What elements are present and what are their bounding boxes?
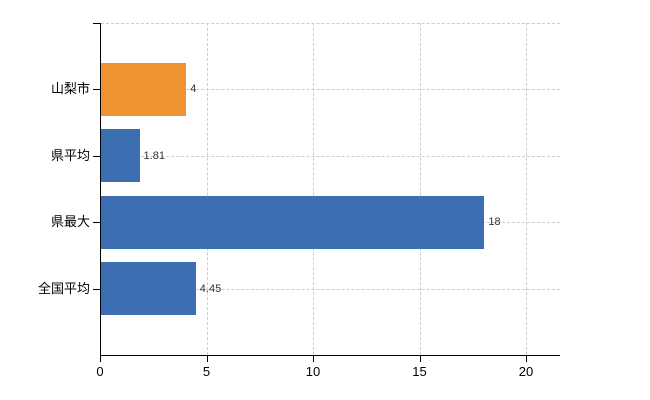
grid-line-horizontal <box>101 155 560 157</box>
x-axis-tick <box>100 356 101 362</box>
bar <box>101 195 485 249</box>
x-tick-label: 20 <box>518 364 534 379</box>
grid-line-horizontal <box>101 23 560 24</box>
x-tick-label: 15 <box>412 364 427 379</box>
category-label: 県平均 <box>50 147 90 163</box>
category-label: 山梨市 <box>50 81 90 97</box>
y-axis-tick <box>93 222 100 224</box>
x-axis-tick <box>206 356 208 362</box>
bar <box>101 262 196 316</box>
grid-line-vertical <box>313 23 314 355</box>
bar-value-label: 4.45 <box>199 282 222 295</box>
category-label: 県最大 <box>50 214 90 230</box>
grid-line-horizontal <box>101 89 560 91</box>
y-axis-tick <box>93 23 100 24</box>
x-axis-tick <box>313 356 314 362</box>
bar-value-label: 1.81 <box>143 149 165 162</box>
x-axis-tick <box>419 356 421 362</box>
x-tick-label: 10 <box>305 364 321 379</box>
x-tick-label: 5 <box>202 364 211 379</box>
x-tick-label: 0 <box>96 364 104 379</box>
x-axis-line <box>100 355 560 356</box>
bar-value-label: 18 <box>488 216 501 229</box>
grid-line-horizontal <box>101 288 560 290</box>
y-axis-tick <box>93 89 100 91</box>
grid-line-vertical <box>206 23 208 355</box>
category-label: 全国平均 <box>37 280 90 296</box>
y-axis-tick <box>93 288 100 290</box>
y-axis-tick <box>93 155 100 157</box>
bar-value-label: 4 <box>190 83 197 96</box>
bar <box>101 129 140 183</box>
bar <box>101 62 187 116</box>
x-axis-tick <box>526 356 527 362</box>
grid-line-vertical <box>419 23 421 355</box>
grid-line-vertical <box>526 23 527 355</box>
y-axis-line <box>100 23 101 355</box>
